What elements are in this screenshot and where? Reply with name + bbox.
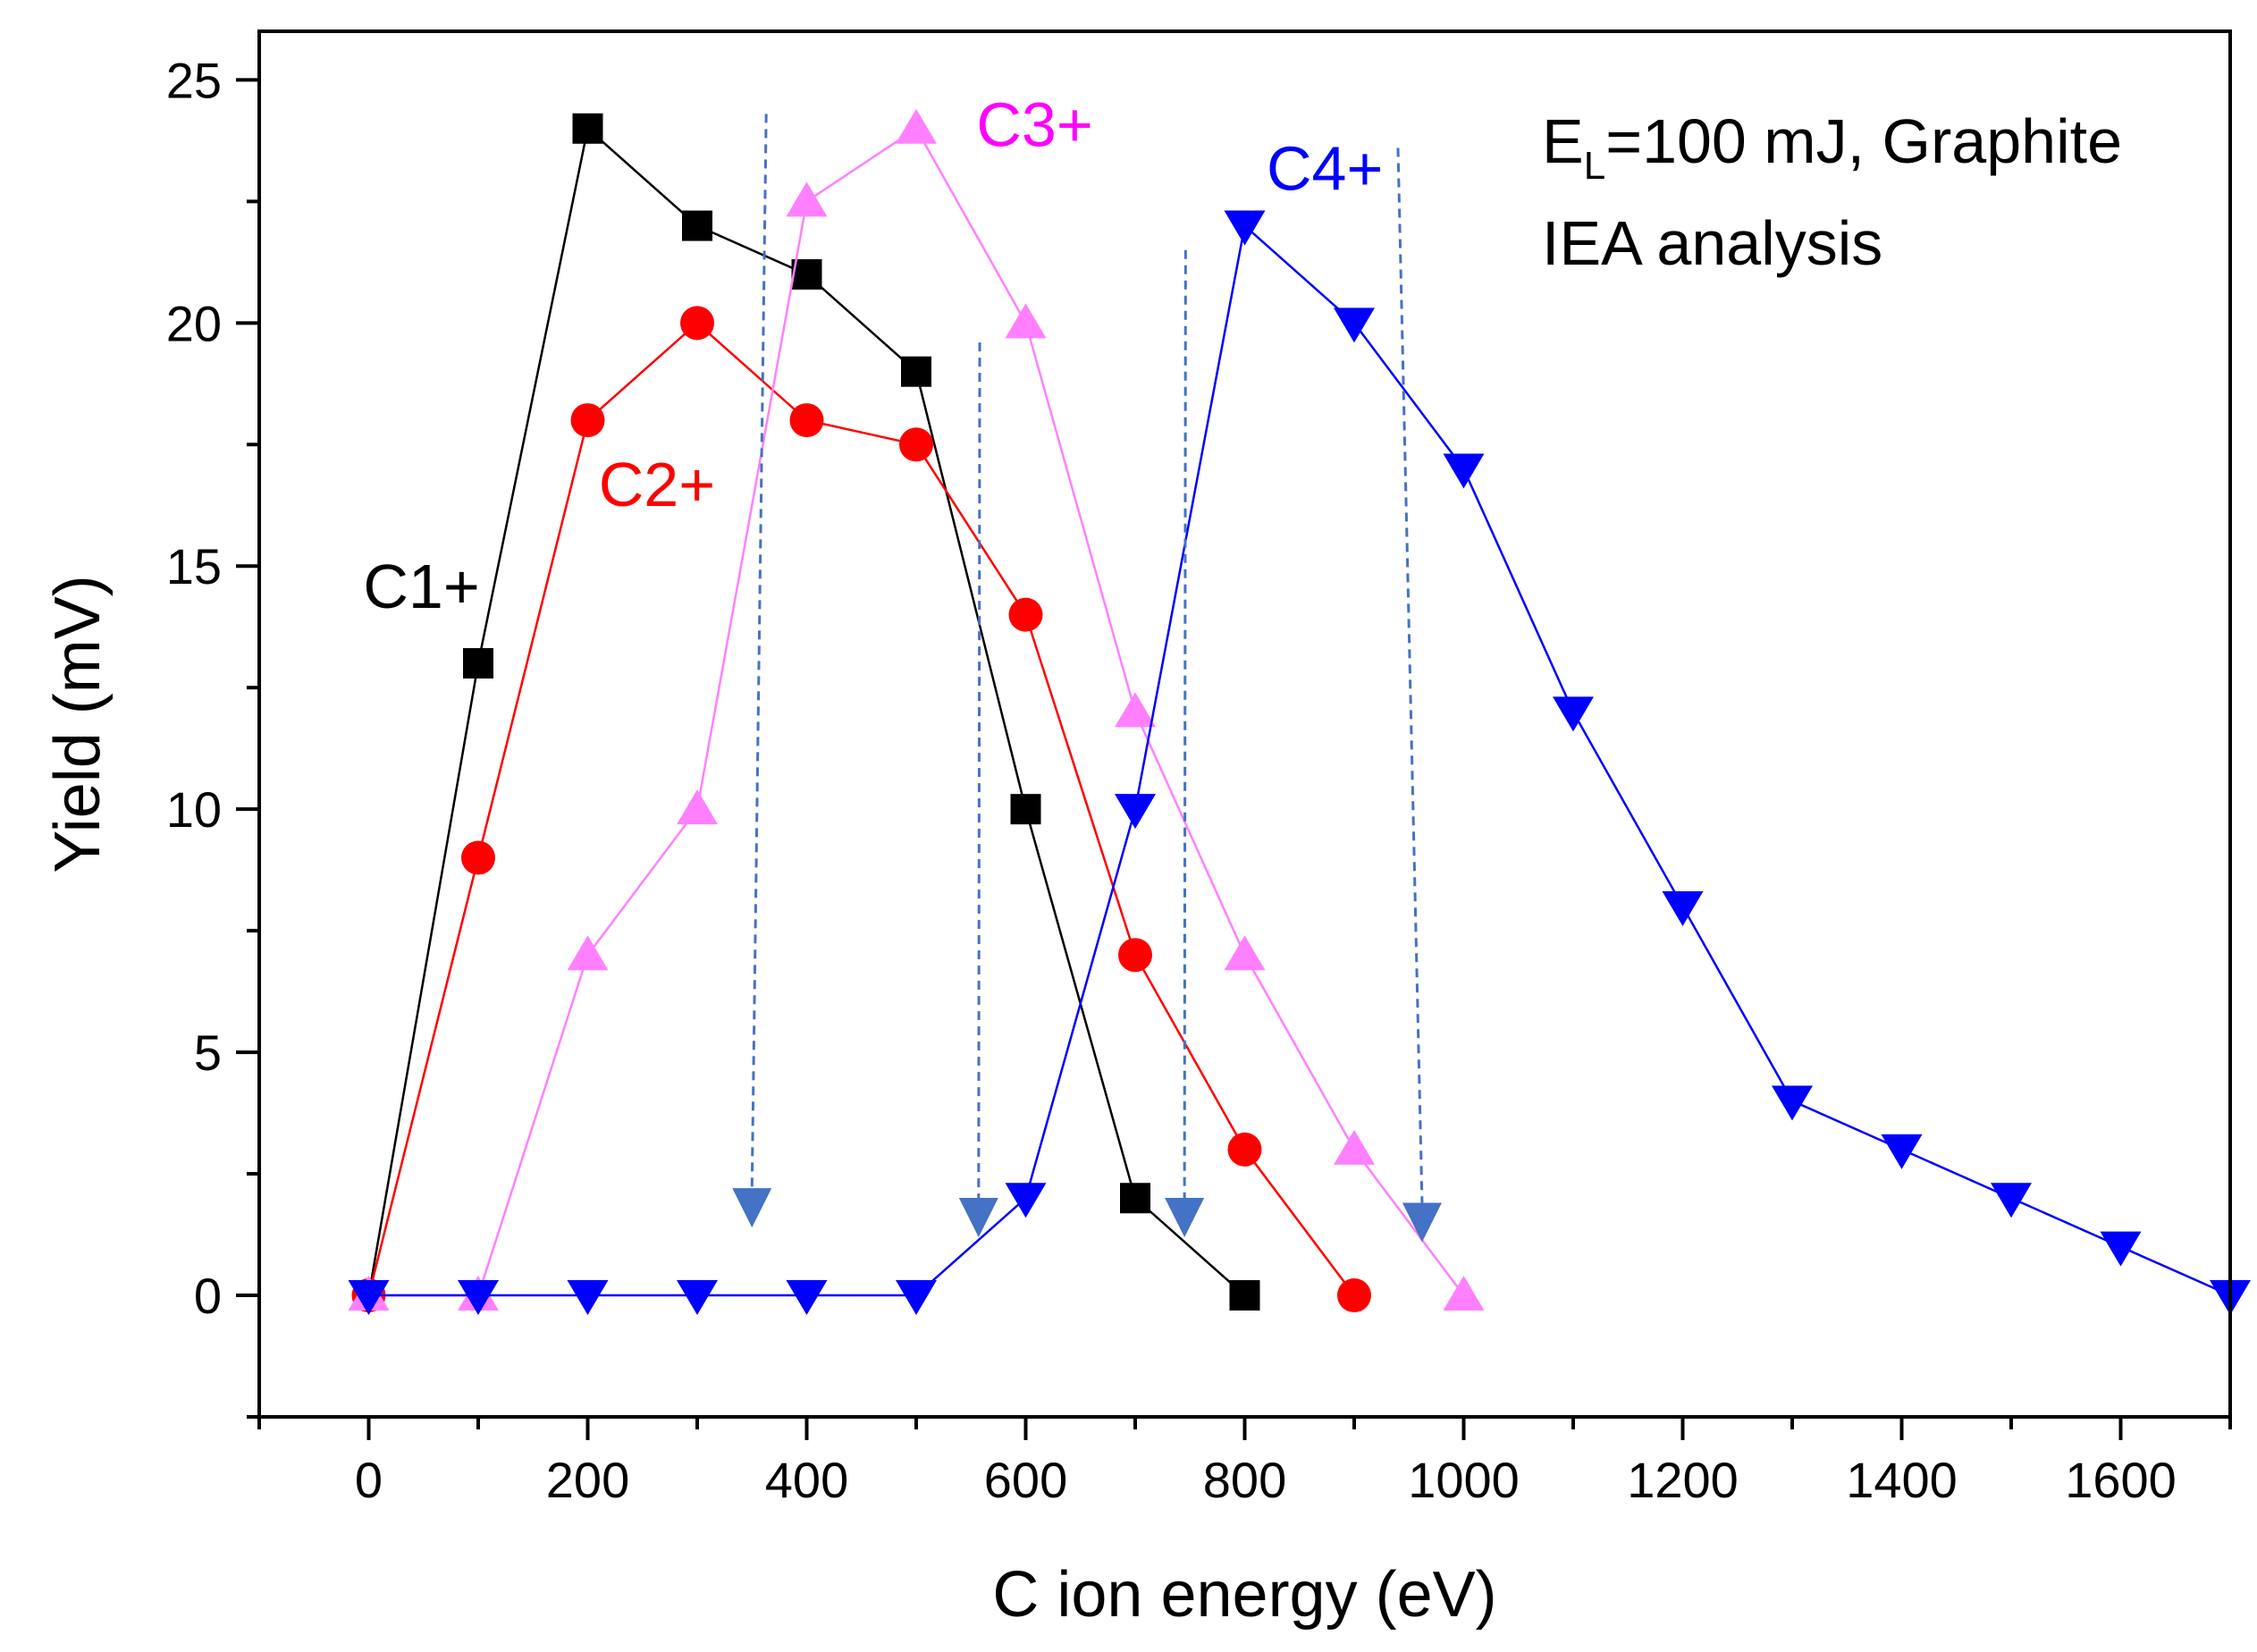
- threshold-arrow-head: [1165, 1198, 1205, 1238]
- square-marker: [791, 258, 822, 290]
- series-label: C3+: [976, 89, 1092, 159]
- circle-marker: [1227, 1132, 1262, 1167]
- x-tick-label: 400: [765, 1452, 848, 1508]
- y-tick-label: 15: [166, 538, 222, 594]
- data-layer: C1+ C2+ C3+ C4+: [348, 89, 2251, 1316]
- triangle-down-marker: [1115, 794, 1156, 830]
- x-tick-label: 0: [355, 1452, 383, 1508]
- threshold-arrow-line: [977, 342, 981, 1199]
- circle-marker: [461, 840, 495, 875]
- threshold-arrows: [732, 114, 1442, 1243]
- triangle-down-marker: [677, 1280, 718, 1316]
- y-tick-label: 25: [166, 52, 222, 108]
- circle-marker: [570, 403, 605, 438]
- square-marker: [463, 648, 493, 679]
- triangle-down-marker: [458, 1280, 499, 1316]
- y-tick-label: 20: [166, 295, 222, 351]
- triangle-down-marker: [1662, 890, 1704, 926]
- x-tick-label: 200: [546, 1452, 629, 1508]
- square-marker: [1010, 794, 1041, 825]
- circle-marker: [789, 403, 824, 438]
- circle-marker: [899, 427, 933, 462]
- x-tick-label: 1600: [2065, 1452, 2177, 1508]
- y-tick-label: 5: [194, 1024, 222, 1081]
- series-C4+: C4+: [348, 133, 2251, 1316]
- triangle-up-marker: [786, 181, 828, 217]
- circle-marker: [1008, 597, 1043, 632]
- threshold-arrow-line: [750, 114, 768, 1189]
- triangle-up-marker: [1005, 303, 1047, 339]
- x-tick-label: 1400: [1846, 1452, 1958, 1508]
- square-marker: [1229, 1280, 1260, 1311]
- square-marker: [1120, 1183, 1150, 1214]
- y-tick-label: 10: [166, 781, 222, 838]
- threshold-arrow-head: [732, 1188, 772, 1228]
- series-C1+: C1+: [353, 113, 1260, 1311]
- triangle-up-marker: [677, 789, 718, 825]
- annotation-block: EL=100 mJ, Graphite IEA analysis: [1542, 106, 2122, 278]
- series-label: C4+: [1267, 133, 1383, 203]
- triangle-down-marker: [1005, 1183, 1047, 1218]
- series-line: [368, 223, 2231, 1297]
- triangle-down-marker: [1881, 1134, 1923, 1169]
- x-tick-label: 600: [984, 1452, 1067, 1508]
- triangle-up-marker: [567, 935, 609, 971]
- triangle-down-marker: [567, 1280, 609, 1316]
- triangle-down-marker: [1224, 210, 1266, 246]
- threshold-arrow-line: [1183, 249, 1187, 1199]
- annotation-e: E: [1542, 106, 1584, 176]
- triangle-up-marker: [1115, 692, 1156, 728]
- annotation-laser-rest: =100 mJ, Graphite: [1605, 106, 2122, 176]
- triangle-down-marker: [348, 1280, 390, 1316]
- y-axis-title: Yield (mV): [42, 575, 114, 872]
- threshold-arrow-line: [1396, 148, 1424, 1203]
- triangle-up-marker: [896, 108, 937, 144]
- triangle-down-marker: [1553, 696, 1594, 732]
- circle-marker: [680, 306, 714, 341]
- triangle-down-marker: [786, 1280, 828, 1316]
- x-axis-title: C ion energy (eV): [992, 1559, 1496, 1631]
- x-tick-label: 1200: [1627, 1452, 1739, 1508]
- x-tick-label: 1000: [1408, 1452, 1520, 1508]
- series-C2+: C2+: [351, 306, 1371, 1313]
- x-tick-label: 800: [1203, 1452, 1286, 1508]
- triangle-down-marker: [1334, 308, 1375, 343]
- triangle-up-marker: [1334, 1129, 1375, 1165]
- threshold-arrow-head: [1402, 1202, 1442, 1243]
- circle-marker: [1118, 938, 1152, 973]
- triangle-down-marker: [896, 1280, 937, 1316]
- circle-marker: [1337, 1278, 1371, 1313]
- annotation-laser-energy: EL=100 mJ, Graphite: [1542, 106, 2122, 188]
- series-C3+: C3+: [348, 89, 1485, 1311]
- annotation-analysis: IEA analysis: [1542, 208, 1882, 278]
- axes-layer: 0 200 400 600 800 1000 1200 1400 1600 0 5 10 15 20 25: [166, 52, 2232, 1508]
- annotation-subscript: L: [1584, 144, 1605, 188]
- series-label: C1+: [363, 552, 479, 621]
- series-label: C2+: [599, 450, 715, 519]
- triangle-up-marker: [1224, 935, 1266, 971]
- triangle-down-marker: [1772, 1085, 1813, 1121]
- triangle-up-marker: [1443, 1276, 1485, 1311]
- square-marker: [572, 113, 603, 144]
- triangle-down-marker: [1443, 453, 1485, 489]
- y-tick-label: 0: [194, 1268, 222, 1324]
- series-line: [367, 321, 1355, 1296]
- triangle-down-marker: [1991, 1183, 2032, 1218]
- triangle-down-marker: [2100, 1231, 2142, 1267]
- square-marker: [901, 356, 931, 387]
- threshold-arrow-head: [958, 1198, 998, 1238]
- square-marker: [682, 210, 712, 241]
